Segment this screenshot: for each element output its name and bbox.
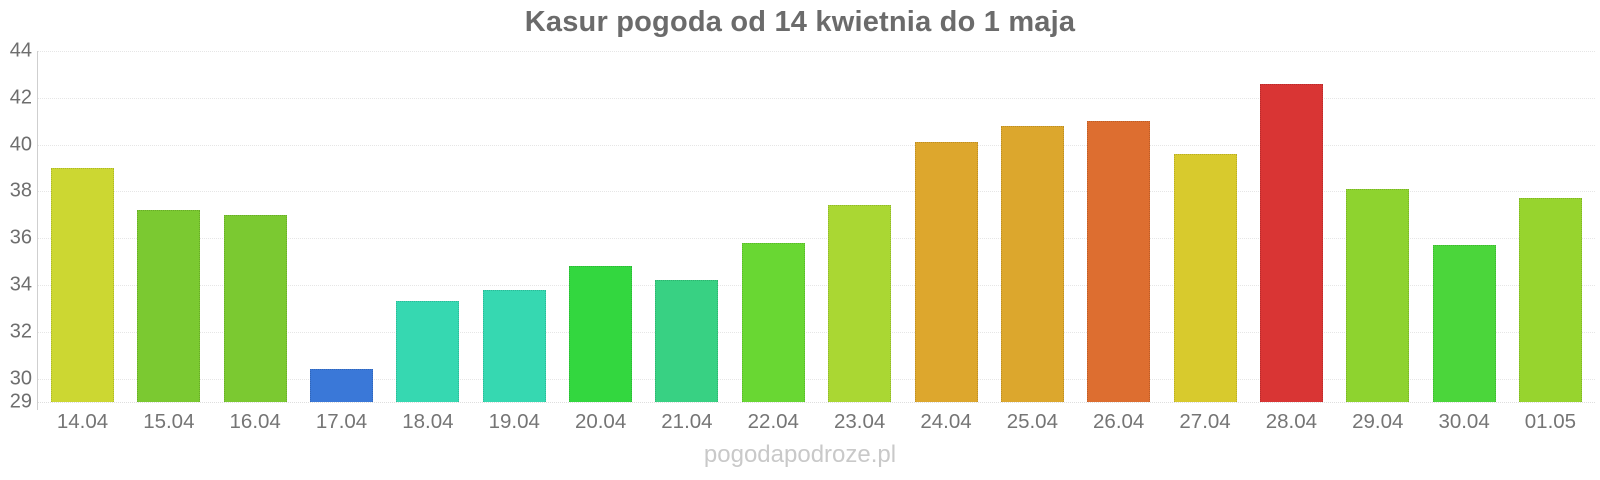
gridline-40: [37, 144, 1595, 146]
bar-21-04[interactable]: [655, 280, 719, 402]
gridline-38: [37, 191, 1595, 193]
y-axis-label-44: 44: [9, 39, 32, 62]
bar-14-04[interactable]: [51, 168, 114, 402]
x-axis-label-21-04: 21.04: [661, 410, 713, 433]
y-axis-label-30: 30: [9, 367, 32, 390]
x-axis-label-28-04: 28.04: [1265, 410, 1318, 433]
y-axis-label-29: 29: [9, 390, 32, 413]
bar-15-04[interactable]: [137, 210, 201, 402]
bar-27-04[interactable]: [1173, 153, 1237, 402]
x-axis-label-18-04: 18.04: [402, 410, 454, 433]
gridline-32: [37, 331, 1595, 333]
x-axis-label-27-04: 27.04: [1179, 410, 1231, 433]
bar-26-04[interactable]: [1087, 121, 1151, 402]
bar-01-05[interactable]: [1518, 198, 1582, 402]
y-axis-label-34: 34: [9, 273, 32, 296]
gridline-29: [37, 402, 1595, 403]
bar-20-04[interactable]: [569, 266, 633, 402]
watermark: pogodapodroze.pl: [703, 441, 897, 468]
gridline-44: [37, 51, 1595, 52]
x-axis-label-17-04: 17.04: [315, 410, 368, 433]
gridline-34: [37, 285, 1595, 286]
bar-16-04[interactable]: [223, 214, 287, 402]
bar-18-04[interactable]: [396, 301, 460, 402]
y-axis-label-32: 32: [9, 320, 32, 343]
y-axis-label-36: 36: [9, 226, 32, 249]
gridline-42: [37, 97, 1595, 99]
y-axis-label-40: 40: [9, 133, 32, 156]
gridline-30: [37, 378, 1595, 380]
x-axis-label-26-04: 26.04: [1093, 410, 1145, 433]
bar-19-04[interactable]: [482, 289, 546, 402]
y-axis-label-38: 38: [9, 179, 32, 202]
y-axis-line: [37, 51, 38, 410]
bar-25-04[interactable]: [1000, 125, 1064, 402]
gridline-36: [37, 238, 1595, 240]
bar-22-04[interactable]: [741, 242, 805, 402]
x-axis-label-15-04: 15.04: [143, 410, 195, 433]
x-axis-label-25-04: 25.04: [1006, 410, 1058, 433]
x-axis-label-23-04: 23.04: [833, 410, 886, 433]
bar-17-04[interactable]: [310, 369, 374, 402]
x-axis-label-16-04: 16.04: [229, 410, 281, 433]
bar-30-04[interactable]: [1432, 245, 1496, 402]
x-axis-label-19-04: 19.04: [488, 410, 540, 433]
x-axis-label-14-04: 14.04: [56, 410, 109, 433]
x-axis-label-24-04: 24.04: [920, 410, 972, 433]
bar-24-04[interactable]: [914, 142, 978, 402]
bar-23-04[interactable]: [828, 205, 892, 402]
x-axis-label-22-04: 22.04: [747, 410, 799, 433]
bar-29-04[interactable]: [1346, 189, 1410, 402]
y-axis-label-42: 42: [9, 86, 32, 109]
x-axis-label-20-04: 20.04: [574, 410, 627, 433]
x-axis-label-29-04: 29.04: [1352, 410, 1404, 433]
x-axis-label-01-05: 01.05: [1524, 410, 1577, 433]
x-axis-label-30-04: 30.04: [1438, 410, 1490, 433]
bar-28-04[interactable]: [1259, 83, 1323, 402]
chart-title: Kasur pogoda od 14 kwietnia do 1 maja: [524, 6, 1076, 38]
